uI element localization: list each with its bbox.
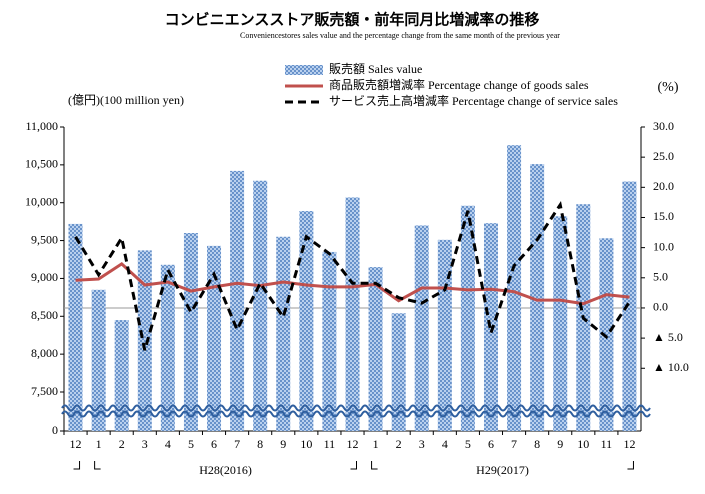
x-tick-label: 12 (623, 437, 635, 451)
bar (91, 289, 106, 431)
x-tick-label: 7 (511, 437, 517, 451)
bar (68, 223, 83, 431)
bar (137, 250, 152, 431)
x-tick-label: 8 (534, 437, 540, 451)
x-group-label: H29(2017) (476, 463, 529, 477)
bracket (73, 461, 81, 470)
y-tick-label: 7,500 (31, 384, 58, 398)
bar (345, 197, 360, 431)
bar (391, 313, 406, 431)
bar (507, 145, 522, 431)
legend-swatch (285, 65, 323, 75)
legend-label: サービス売上高増減率 Percentage change of service … (329, 93, 618, 108)
y2-tick-label: 5.0 (653, 270, 668, 284)
y2-tick-label: 15.0 (653, 209, 674, 223)
bracket (627, 461, 634, 470)
y2-tick-label: 10.0 (653, 239, 674, 253)
chart-subtitle: Conveniencestores sales value and the pe… (240, 31, 560, 40)
bar (460, 205, 475, 431)
bar (599, 238, 614, 431)
y2-tick-label: 25.0 (653, 149, 674, 163)
x-group-label: H28(2016) (199, 463, 252, 477)
x-tick-label: 9 (557, 437, 563, 451)
x-tick-label: 5 (188, 437, 194, 451)
y2-tick-label: ▲ 5.0 (653, 330, 683, 344)
bar (253, 180, 268, 431)
x-tick-label: 2 (119, 437, 125, 451)
bar (299, 211, 314, 431)
y2-tick-label: 0.0 (653, 300, 668, 314)
bar (230, 170, 245, 431)
bar (160, 264, 175, 431)
bar (322, 251, 337, 431)
bar (437, 239, 452, 431)
x-tick-label: 9 (280, 437, 286, 451)
y-tick-label: 9,500 (31, 232, 58, 246)
y-tick-label: 10,000 (25, 194, 58, 208)
legend-label: 販売額 Sales value (329, 61, 422, 76)
bar (530, 164, 545, 431)
bar (414, 225, 429, 431)
y-tick-label: 11,000 (25, 119, 58, 133)
bracket (94, 461, 101, 470)
y-tick-label: 0 (52, 423, 58, 437)
goods-line (75, 262, 630, 306)
y-axis-label: (億円)(100 million yen) (68, 93, 184, 107)
bar (622, 181, 637, 431)
service-line (74, 200, 631, 351)
x-tick-label: 8 (257, 437, 263, 451)
x-tick-label: 1 (373, 437, 379, 451)
axis-break (61, 404, 651, 412)
chart-title: コンビニエンスストア販売額・前年同月比増減率の推移 (165, 11, 540, 29)
x-tick-label: 11 (601, 437, 613, 451)
bar (276, 236, 291, 431)
x-tick-label: 3 (419, 437, 425, 451)
x-tick-label: 10 (577, 437, 589, 451)
x-tick-label: 10 (300, 437, 312, 451)
x-tick-label: 6 (211, 437, 217, 451)
y-tick-label: 8,500 (31, 308, 58, 322)
x-tick-label: 4 (165, 437, 171, 451)
bracket (371, 461, 378, 470)
x-tick-label: 2 (396, 437, 402, 451)
y-tick-label: 8,000 (31, 346, 58, 360)
legend-label: 商品販売額増減率 Percentage change of goods sale… (329, 77, 589, 92)
x-tick-label: 12 (347, 437, 359, 451)
x-tick-label: 5 (465, 437, 471, 451)
x-tick-label: 3 (142, 437, 148, 451)
y2-tick-label: ▲ 10.0 (653, 360, 689, 374)
bar (183, 233, 198, 431)
axis-break (61, 410, 651, 418)
bar (368, 267, 383, 431)
y2-axis-label: (%) (658, 80, 679, 95)
x-tick-label: 7 (234, 437, 240, 451)
y-tick-label: 9,000 (31, 270, 58, 284)
x-tick-label: 4 (442, 437, 448, 451)
bar (207, 245, 222, 431)
x-tick-label: 12 (70, 437, 82, 451)
x-tick-label: 1 (96, 437, 102, 451)
y-tick-label: 10,500 (25, 157, 58, 171)
bar (114, 320, 129, 431)
bar (553, 216, 568, 431)
y2-tick-label: 30.0 (653, 119, 674, 133)
bracket (350, 461, 357, 470)
x-tick-label: 6 (488, 437, 494, 451)
y2-tick-label: 20.0 (653, 179, 674, 193)
x-tick-label: 11 (324, 437, 336, 451)
